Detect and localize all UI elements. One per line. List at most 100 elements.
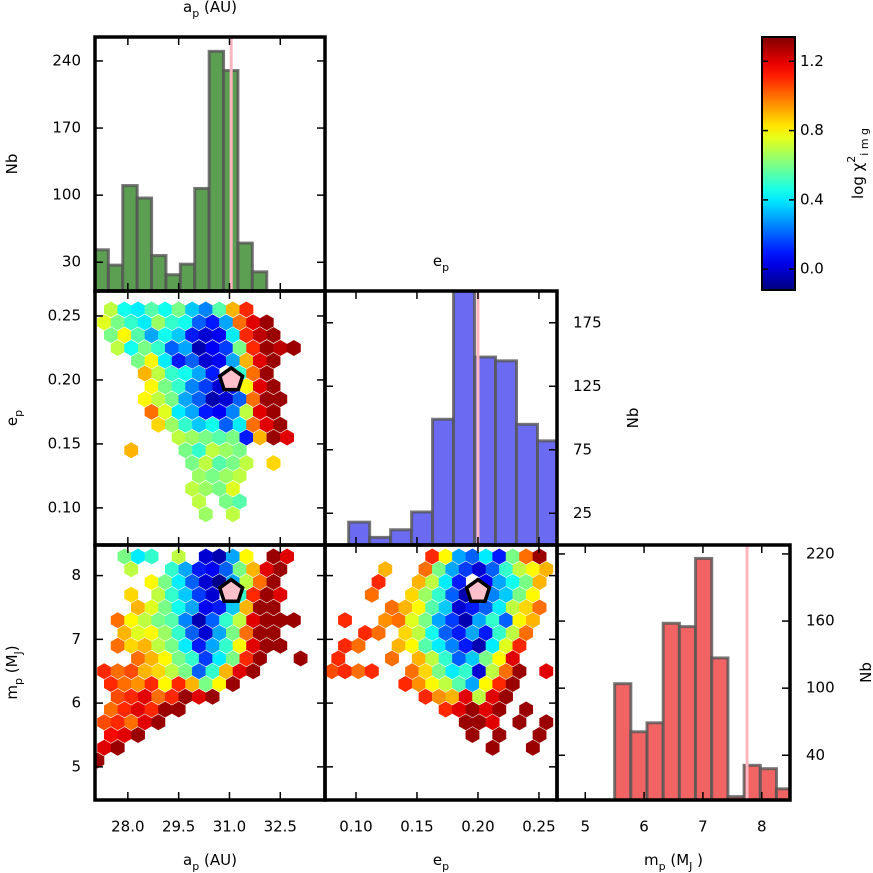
hexbin [151,714,166,731]
hexbin [445,612,460,629]
plot-area [95,548,308,769]
y-axis-label: Nb [3,154,21,175]
hexbin [259,391,274,408]
hexbin [432,663,446,680]
hexbin [158,327,173,344]
x-tick-label: 29.5 [162,818,195,836]
hexbin [219,561,234,578]
hexbin [198,480,213,497]
hexbin [391,612,406,629]
histogram-bar [694,556,714,800]
hexbin [246,314,261,331]
axes-frame [555,543,792,802]
axis-title: ap (AU) [183,0,237,20]
hexbin [465,726,480,743]
hexbin [452,599,466,616]
hexbin [505,548,520,565]
hexbin [512,561,527,578]
hexbin [219,663,234,680]
hexbin [192,391,206,408]
hexbin [185,599,200,616]
hexbin [232,339,247,356]
hexbin [273,612,288,629]
hexbin [432,688,446,705]
hexbin [137,391,152,408]
colorbar-tick-label: 0.4 [800,190,824,208]
y-tick-label: 0.20 [48,370,81,388]
hexbin [198,506,213,523]
hexbin [478,675,493,692]
histogram-bar [178,262,197,291]
histogram-bar [758,767,778,800]
hexbin [445,561,460,578]
hexbin [465,701,480,718]
hexbin [532,548,547,565]
hexbin [432,612,446,629]
histogram-bar [347,520,372,545]
hexbin [198,429,213,446]
x-tick-label: 8 [757,818,767,836]
hexbin [499,663,513,680]
hexbin [532,599,547,616]
hexbin [164,416,179,433]
hexbin [273,416,288,433]
hexbin [452,573,466,590]
hexbin [110,688,125,705]
hexbin [131,352,145,369]
hexbin [253,624,267,641]
hexbin [212,301,227,318]
hexbin [492,548,507,565]
hexbin [253,429,267,446]
hexbin [512,637,527,654]
hexbin [532,573,547,590]
hexbin [485,637,500,654]
hexbin [205,663,220,680]
y-tick-label: 125 [573,377,602,395]
hexbin [358,624,373,641]
hexbin [212,352,227,369]
histogram-bar [515,422,539,545]
x-tick-label: 32.5 [264,818,297,836]
hexbin [151,365,166,382]
hexbin [325,663,339,680]
hexbin [192,339,206,356]
hexbin [266,573,281,590]
hexbin [259,637,274,654]
hexbin [185,378,200,395]
hexbin [205,314,220,331]
hexbin [124,586,139,603]
y-tick-label: 30 [62,253,81,271]
hexbin [259,612,274,629]
hexbin [472,612,487,629]
hexbin [212,480,227,497]
hexbin [246,663,261,680]
hexbin [124,442,139,459]
hexbin [219,493,234,510]
hexbin [103,726,118,743]
hexbin [137,688,152,705]
hexbin [144,327,159,344]
hexbin [458,714,473,731]
hexbin [137,314,152,331]
hexbin [232,612,247,629]
hexbin [124,339,139,356]
hexbin [178,663,193,680]
hexbin [246,391,261,408]
hexbin [385,599,399,616]
plot-area [95,37,269,291]
hexbin [225,429,240,446]
hexbin [97,739,112,756]
hexbin [259,314,274,331]
hexbin [178,416,193,433]
hexbin [418,612,433,629]
hexbin [212,599,227,616]
hexbin [144,301,159,318]
hexbin [280,429,294,446]
hexbin [398,599,413,616]
hexbin [438,624,453,641]
hexbin [137,663,152,680]
hexbin [131,327,145,344]
hexbin [492,650,507,667]
y-axis-label: mp (MJ) [3,645,25,699]
